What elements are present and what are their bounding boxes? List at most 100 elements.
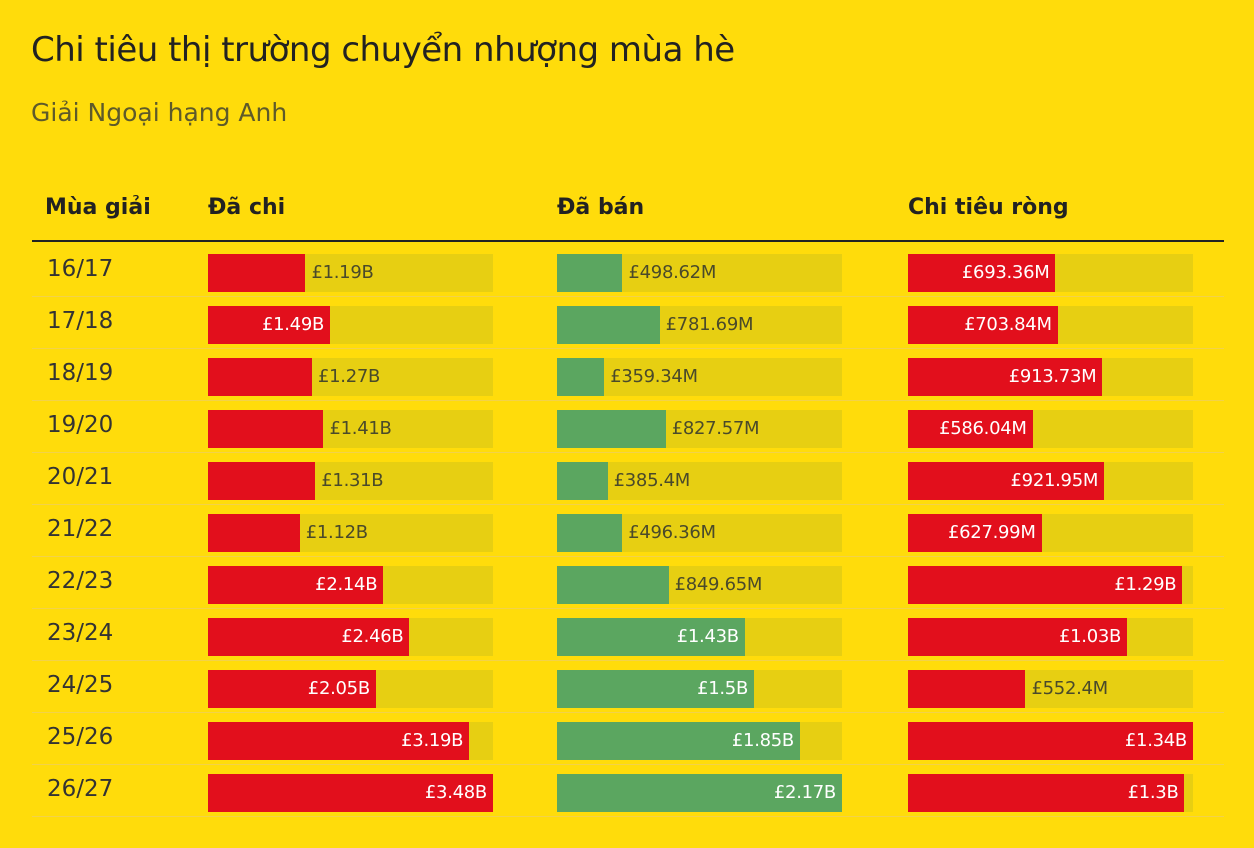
table-row: 20/21 £1.31B £385.4M £921.95M (32, 452, 1224, 505)
header-net: Chi tiêu ròng (908, 195, 1069, 220)
sold-value-label: £827.57M (671, 418, 760, 439)
table-row: 25/26 £3.19B £1.85B £1.34B (32, 712, 1224, 765)
net-bar (908, 618, 1128, 656)
net-bar (908, 462, 1105, 500)
spent-track: £1.12B (208, 514, 493, 552)
sold-bar (557, 618, 745, 656)
sold-value-label: £498.62M (628, 262, 717, 283)
sold-value-label: £1.43B (676, 626, 739, 647)
spent-bar (208, 254, 306, 292)
spent-value-label: £2.46B (341, 626, 404, 647)
spent-value-label: £1.41B (329, 418, 392, 439)
spent-value-label: £1.27B (318, 366, 381, 387)
net-track: £1.3B (908, 774, 1193, 812)
table-row: 19/20 £1.41B £827.57M £586.04M (32, 400, 1224, 453)
spent-value-label: £3.48B (424, 782, 487, 803)
sold-value-label: £2.17B (773, 782, 836, 803)
sold-value-label: £385.4M (613, 470, 691, 491)
sold-bar (557, 774, 842, 812)
spent-bar (208, 618, 410, 656)
net-value-label: £703.84M (964, 314, 1052, 335)
net-bar (908, 358, 1103, 396)
season-label: 25/26 (47, 724, 114, 750)
spent-bar (208, 774, 493, 812)
net-track: £693.36M (908, 254, 1193, 292)
table-row: 18/19 £1.27B £359.34M £913.73M (32, 348, 1224, 401)
spent-value-label: £3.19B (401, 730, 464, 751)
season-label: 20/21 (47, 464, 114, 490)
net-track: £1.29B (908, 566, 1193, 604)
net-track: £1.03B (908, 618, 1193, 656)
table-row: 22/23 £2.14B £849.65M £1.29B (32, 556, 1224, 609)
chart-subtitle: Giải Ngoại hạng Anh (31, 98, 288, 127)
sold-value-label: £1.5B (697, 678, 749, 699)
net-value-label: £1.29B (1114, 574, 1177, 595)
net-track: £586.04M (908, 410, 1193, 448)
spent-track: £1.31B (208, 462, 493, 500)
season-label: 22/23 (47, 568, 114, 594)
spent-track: £2.05B (208, 670, 493, 708)
sold-value-label: £849.65M (674, 574, 763, 595)
net-value-label: £1.3B (1127, 782, 1179, 803)
spent-value-label: £1.49B (261, 314, 325, 335)
table-row: 16/17 £1.19B £498.62M £693.36M (32, 244, 1224, 297)
net-track: £703.84M (908, 306, 1193, 344)
sold-value-label: £359.34M (610, 366, 698, 387)
header-sold: Đã bán (557, 195, 645, 220)
net-value-label: £913.73M (1008, 366, 1097, 387)
net-bar (908, 254, 1056, 292)
spent-value-label: £1.31B (321, 470, 384, 491)
net-track: £1.34B (908, 722, 1193, 760)
net-track: £913.73M (908, 358, 1193, 396)
sold-value-label: £1.85B (731, 730, 794, 751)
sold-track: £1.43B (557, 618, 842, 656)
spent-bar (208, 722, 470, 760)
season-label: 18/19 (47, 360, 114, 386)
net-bar (908, 306, 1058, 344)
net-track: £627.99M (908, 514, 1193, 552)
spent-value-label: £1.12B (305, 522, 368, 543)
net-bar (908, 566, 1183, 604)
sold-bar (557, 462, 608, 500)
season-label: 23/24 (47, 620, 114, 646)
spent-value-label: £2.14B (315, 574, 378, 595)
spent-bar (208, 410, 324, 448)
spent-value-label: £2.05B (307, 678, 370, 699)
net-bar (908, 774, 1185, 812)
season-label: 21/22 (47, 516, 114, 542)
spent-bar (208, 462, 316, 500)
sold-track: £2.17B (557, 774, 842, 812)
net-value-label: £586.04M (939, 418, 1027, 439)
sold-bar (557, 566, 669, 604)
spent-track: £1.49B (208, 306, 493, 344)
spent-bar (208, 514, 300, 552)
spent-track: £2.14B (208, 566, 493, 604)
net-bar (908, 514, 1042, 552)
sold-track: £359.34M (557, 358, 842, 396)
header-rule (32, 240, 1224, 242)
net-value-label: £921.95M (1010, 470, 1099, 491)
sold-value-label: £781.69M (665, 314, 754, 335)
net-bar (908, 722, 1193, 760)
sold-bar (557, 670, 754, 708)
net-value-label: £627.99M (948, 522, 1036, 543)
season-label: 24/25 (47, 672, 114, 698)
net-value-label: £1.34B (1124, 730, 1187, 751)
sold-track: £496.36M (557, 514, 842, 552)
net-bar (908, 410, 1033, 448)
sold-bar (557, 306, 660, 344)
net-value-label: £552.4M (1031, 678, 1108, 699)
table-row: 23/24 £2.46B £1.43B £1.03B (32, 608, 1224, 661)
sold-bar (557, 254, 623, 292)
net-bar (908, 670, 1026, 708)
season-label: 17/18 (47, 308, 114, 334)
net-value-label: £1.03B (1058, 626, 1122, 647)
spent-bar (208, 306, 331, 344)
season-label: 19/20 (47, 412, 114, 438)
sold-track: £849.65M (557, 566, 842, 604)
table-row: 17/18 £1.49B £781.69M £703.84M (32, 296, 1224, 349)
spent-bar (208, 670, 376, 708)
sold-track: £781.69M (557, 306, 842, 344)
spent-track: £2.46B (208, 618, 493, 656)
season-label: 16/17 (47, 256, 114, 282)
